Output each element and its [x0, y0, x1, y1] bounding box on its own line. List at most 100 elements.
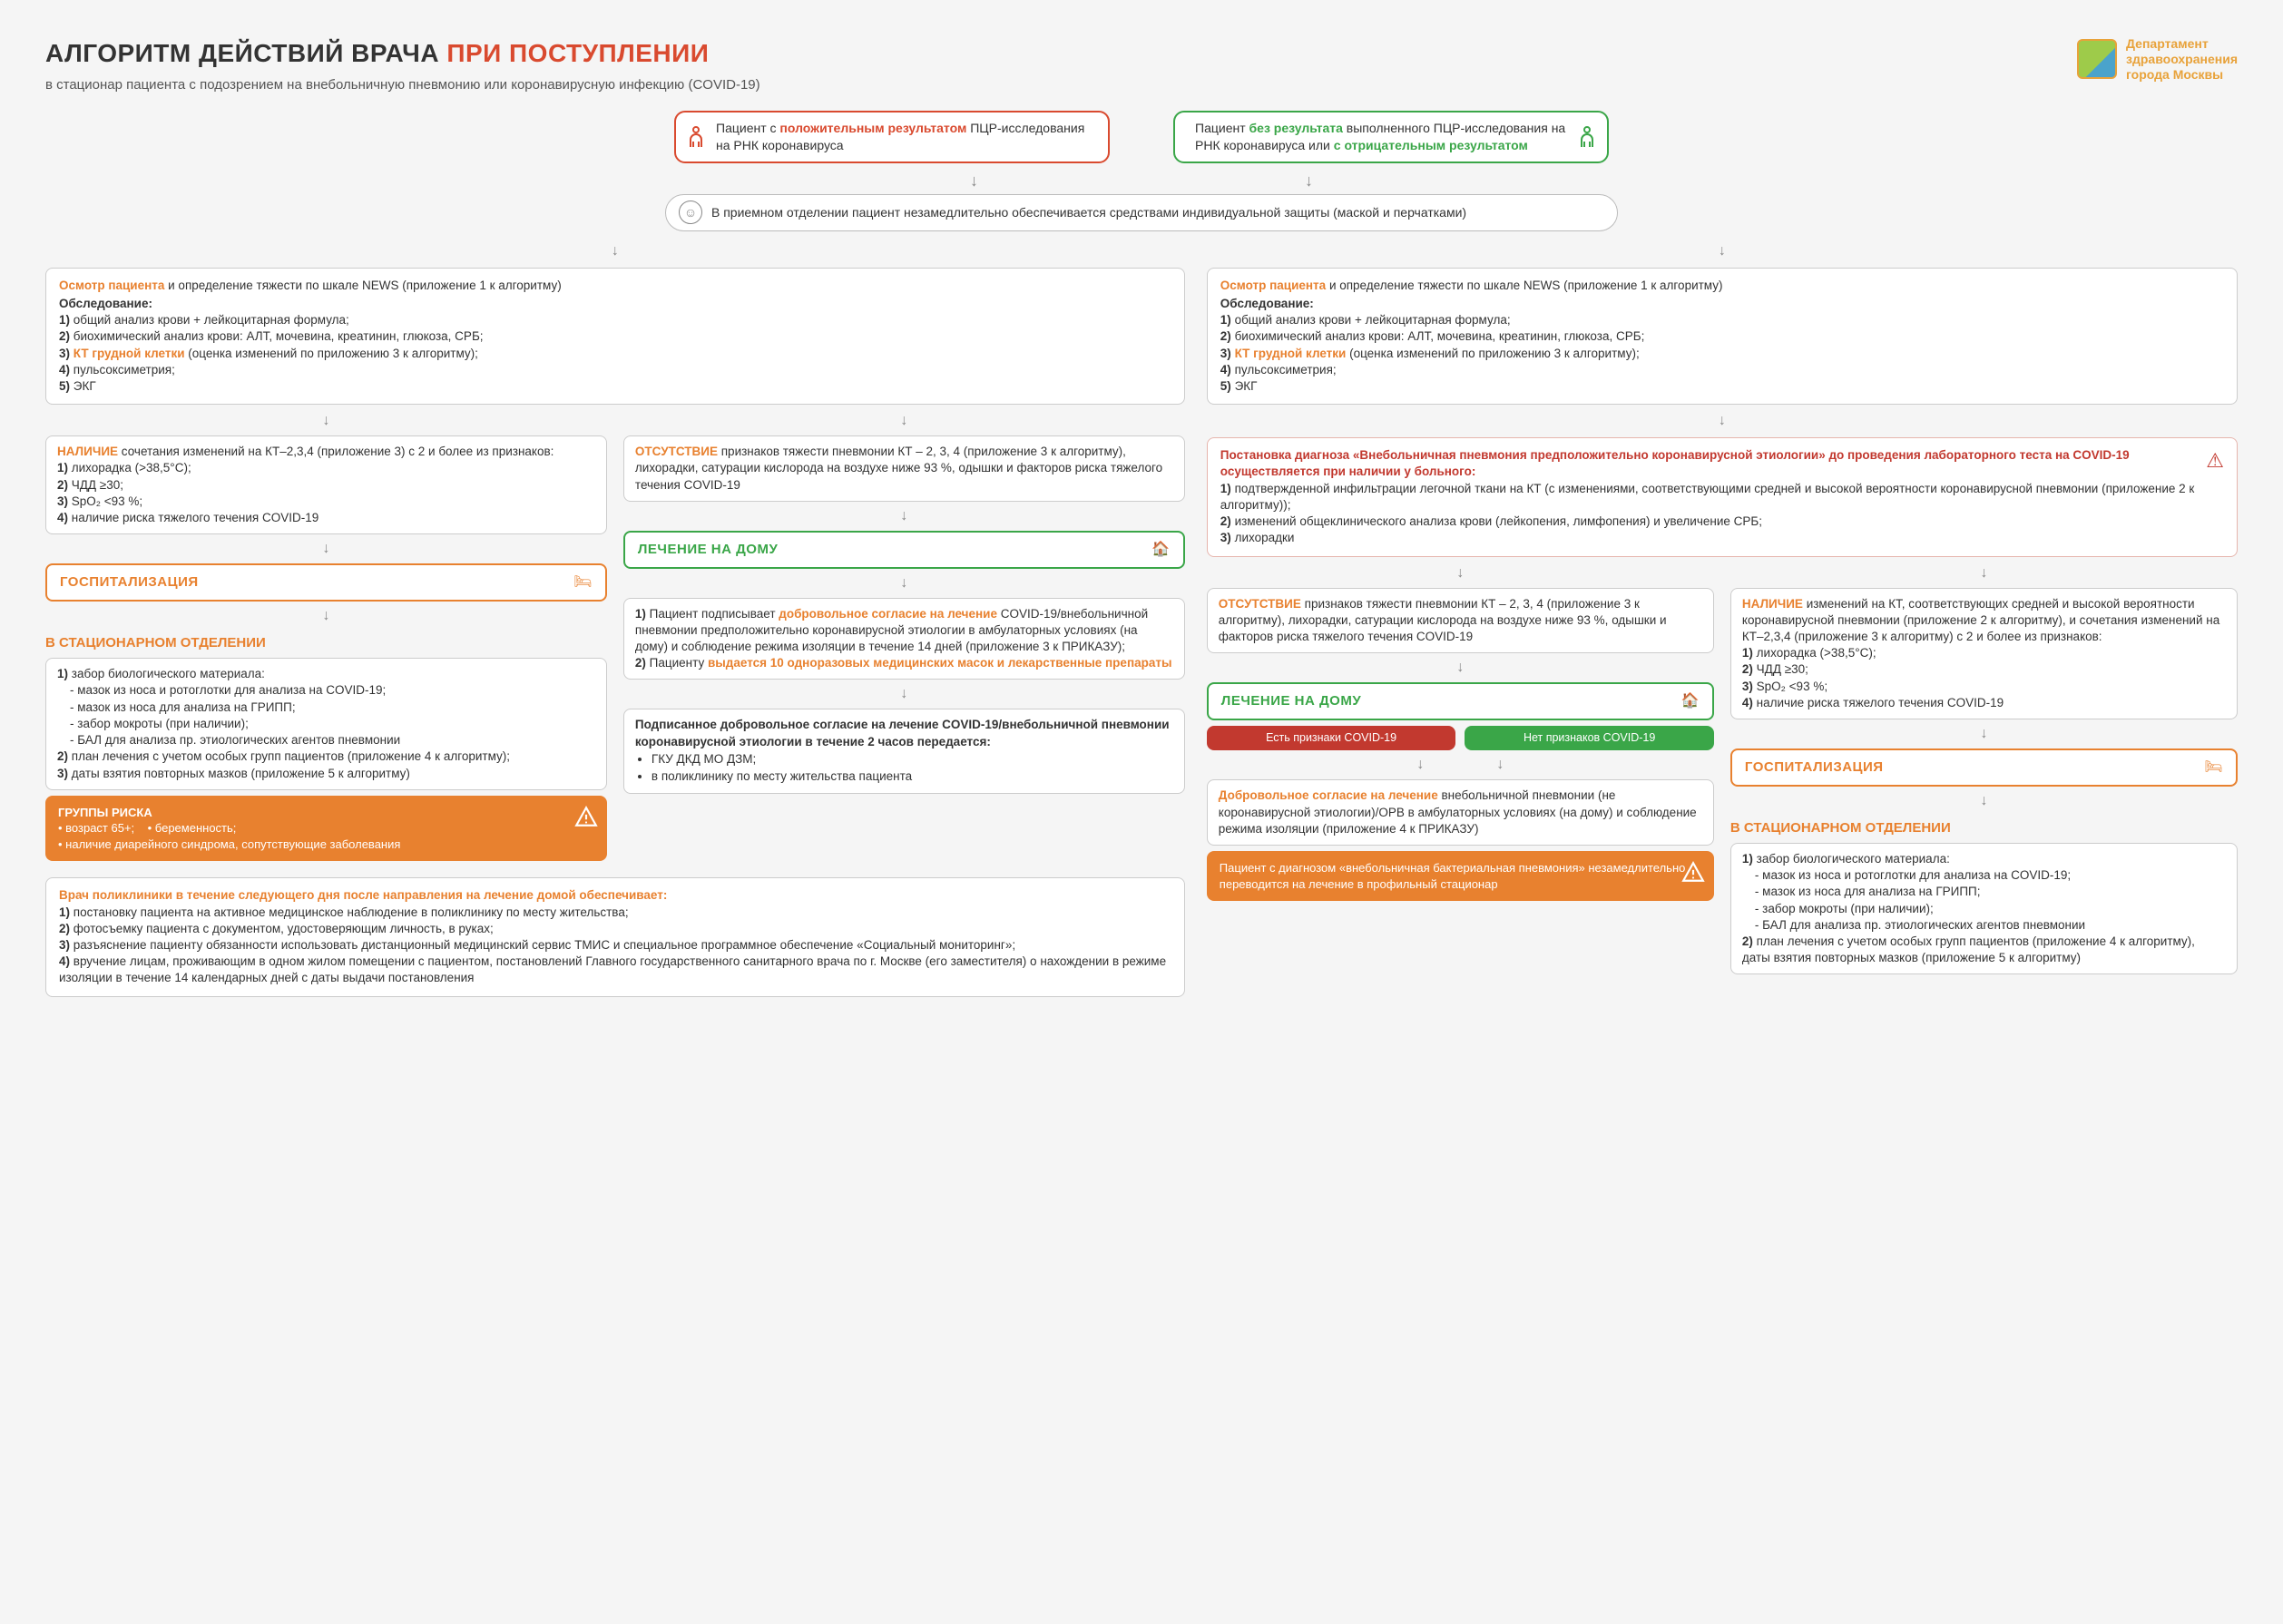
t: лихорадка (>38,5°С); [72, 461, 191, 474]
hospitalization-tag: ГОСПИТАЛИЗАЦИЯ 🛏 [45, 563, 607, 602]
arrow-down-icon: ↓ [1730, 727, 2238, 741]
home-treat-box: 1) Пациент подписывает добровольное согл… [623, 598, 1185, 680]
t: добровольное согласие на лечение [779, 607, 997, 621]
t: ЛЕЧЕНИЕ НА ДОМУ [638, 541, 778, 559]
mask-icon: ☺ [679, 201, 702, 224]
chip-signs-no: Нет признаков COVID-19 [1465, 726, 1714, 751]
presence-col-r: ↓ НАЛИЧИЕ изменений на КТ, соответствующ… [1730, 564, 2238, 975]
t: Пациент подписывает [650, 607, 779, 621]
t: ГОСПИТАЛИЗАЦИЯ [1745, 758, 1884, 777]
t: ЛЕЧЕНИЕ НА ДОМУ [1221, 692, 1361, 710]
t: сочетания изменений на КТ–2,3,4 (приложе… [118, 445, 554, 458]
covid-signs-chips: Есть признаки COVID-19 Нет признаков COV… [1207, 726, 1714, 751]
logo-l1: Департамент [2126, 36, 2238, 52]
t: (оценка изменений по приложению 3 к алго… [1346, 347, 1639, 360]
absence-col-r: ↓ ОТСУТСТВИЕ признаков тяжести пневмонии… [1207, 564, 1714, 975]
t: Осмотр пациента [1220, 279, 1326, 292]
t: подтвержденной инфильтрации легочной тка… [1220, 482, 2195, 512]
t: вручение лицам, проживающим в одном жило… [59, 954, 1166, 984]
header: АЛГОРИТМ ДЕЙСТВИЙ ВРАЧА ПРИ ПОСТУПЛЕНИИ … [45, 36, 2238, 94]
t: Добровольное согласие на лечение [1219, 788, 1438, 802]
pill-positive: Пациент с положительным результатом ПЦР-… [674, 111, 1110, 163]
t: наличие диарейного синдрома, сопутствующ… [58, 836, 594, 853]
t: (оценка изменений по приложению 3 к алго… [185, 347, 478, 360]
t: лихорадка (>38,5°С); [1757, 646, 1876, 660]
t: мазок из носа для анализа на ГРИПП; [77, 700, 295, 714]
t: Постановка диагноза «Внебольничная пневм… [1220, 447, 2224, 480]
presence-box-r: НАЛИЧИЕ изменений на КТ, соответствующих… [1730, 588, 2238, 720]
t: общий анализ крови + лейкоцитарная форму… [73, 313, 349, 327]
title-accent: ПРИ ПОСТУПЛЕНИИ [446, 39, 709, 67]
t: план лечения с учетом особых групп пацие… [72, 749, 510, 763]
t: постановку пациента на активное медицинс… [73, 905, 629, 919]
arrow-down-icon: ↓ [623, 687, 1185, 701]
t: забор биологического материала: [1757, 852, 1950, 866]
t: Осмотр пациента [59, 279, 164, 292]
subtitle: в стационар пациента с подозрением на вн… [45, 76, 760, 94]
t: забор мокроты (при наличии); [77, 717, 249, 730]
t: изменений общеклинического анализа крови… [1235, 514, 1762, 528]
logo: Департамент здравоохранения города Москв… [2077, 36, 2238, 82]
t: ОТСУТСТВИЕ [1219, 597, 1301, 611]
home-treatment-tag: ЛЕЧЕНИЕ НА ДОМУ🏠 [623, 531, 1185, 569]
warning-icon [1681, 860, 1705, 884]
arrow-down-icon: ↓ [45, 609, 607, 623]
arrow-down-icon: ↓ [1207, 660, 1714, 675]
t: ОТСУТСТВИЕ [635, 445, 718, 458]
ward-head: В СТАЦИОНАРНОМ ОТДЕЛЕНИИ [45, 634, 607, 652]
t: ЭКГ [1235, 379, 1258, 393]
col-negative: ↓ Осмотр пациента и определение тяжести … [1207, 242, 2238, 975]
arrow-down-icon: ↓ [1207, 566, 1714, 581]
t: биохимический анализ крови: АЛТ, мочевин… [73, 329, 484, 343]
t: мазок из носа и ротоглотки для анализа н… [77, 683, 386, 697]
t: пульсоксиметрия; [73, 363, 175, 377]
arrow-down-icon: ↓ [1207, 244, 2238, 259]
arrow-down-icon: ↓ [45, 244, 1185, 259]
presence-box: НАЛИЧИЕ сочетания изменений на КТ–2,3,4 … [45, 435, 607, 534]
t: ЧДД ≥30; [72, 478, 123, 492]
t: и определение тяжести по шкале NEWS (при… [1326, 279, 1722, 292]
t: разъяснение пациенту обязанности использ… [73, 938, 1015, 952]
absence-box: ОТСУТСТВИЕ признаков тяжести пневмонии К… [623, 435, 1185, 502]
t: ГОСПИТАЛИЗАЦИЯ [60, 573, 199, 592]
t: общий анализ крови + лейкоцитарная форму… [1235, 313, 1511, 327]
col-positive: ↓ Осмотр пациента и определение тяжести … [45, 242, 1185, 997]
arrow-down-icon: ↓ [45, 542, 607, 556]
person-icon [687, 125, 705, 149]
t: забор мокроты (при наличии); [1762, 902, 1934, 915]
t: ГРУППЫ РИСКА [58, 806, 152, 819]
entry-pills: Пациент с положительным результатом ПЦР-… [45, 111, 2238, 163]
absence-box-r: ОТСУТСТВИЕ признаков тяжести пневмонии К… [1207, 588, 1714, 654]
exam-box-right: Осмотр пациента и определение тяжести по… [1207, 268, 2238, 406]
t: возраст 65+; [65, 821, 134, 835]
t: без результата [1249, 121, 1343, 135]
left-split: ↓ НАЛИЧИЕ сочетания изменений на КТ–2,3,… [45, 412, 1185, 861]
t: ЧДД ≥30; [1757, 662, 1808, 676]
t: SpO₂ <93 %; [72, 494, 142, 508]
t: НАЛИЧИЕ [1742, 597, 1803, 611]
t: изменений на КТ, соответствующих средней… [1742, 597, 2219, 643]
t: Подписанное добровольное согласие на леч… [635, 718, 1170, 748]
t: НАЛИЧИЕ [57, 445, 118, 458]
exam-box-left: Осмотр пациента и определение тяжести по… [45, 268, 1185, 406]
ward-box-left: 1) забор биологического материала: - маз… [45, 658, 607, 790]
title-plain: АЛГОРИТМ ДЕЙСТВИЙ ВРАЧА [45, 39, 439, 67]
t: лихорадки [1235, 531, 1295, 544]
logo-l3: города Москвы [2126, 67, 2238, 83]
t: БАЛ для анализа пр. этиологических агент… [77, 733, 400, 747]
arrow-down-icon: ↓ [1207, 414, 2238, 428]
t: ГКУ ДКД МО ДЗМ; [652, 751, 1173, 768]
arrow-down-icon: ↓ [45, 414, 607, 428]
bed-icon: 🛏 [573, 572, 593, 592]
arrow-down-icon: ↓ [623, 414, 1185, 428]
t: Пациенту [650, 656, 708, 670]
t: КТ грудной клетки [73, 347, 185, 360]
t: даты взятия повторных мазков (приложение… [72, 767, 410, 780]
t: план лечения с учетом особых групп пацие… [1742, 934, 2195, 964]
t: Пациент с диагнозом «внебольничная бакте… [1220, 861, 1686, 891]
voluntary-consent-box: Добровольное согласие на лечение внеболь… [1207, 779, 1714, 846]
chip-signs-yes: Есть признаки COVID-19 [1207, 726, 1456, 751]
t: биохимический анализ крови: АЛТ, мочевин… [1235, 329, 1645, 343]
right-split: ↓ ОТСУТСТВИЕ признаков тяжести пневмонии… [1207, 564, 2238, 975]
arrow-down-icon: ↓ ↓ [45, 172, 2238, 189]
